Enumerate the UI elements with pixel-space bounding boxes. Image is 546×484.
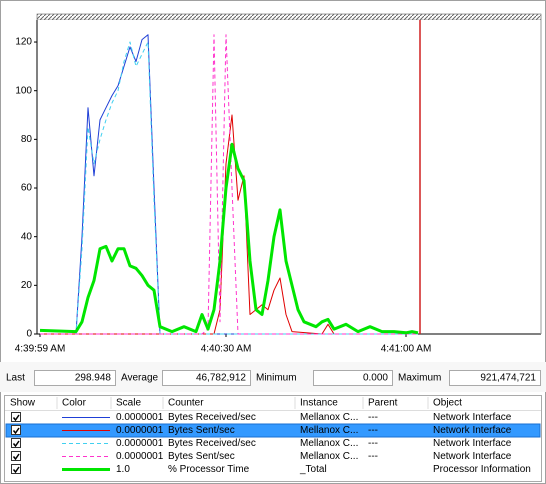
series-line <box>39 142 419 335</box>
object: Network Interface <box>433 451 512 462</box>
object: Network Interface <box>433 438 512 449</box>
column-header[interactable]: Counter <box>168 398 204 409</box>
check-mark <box>12 466 20 474</box>
show-checkbox[interactable] <box>11 464 21 474</box>
counter-table: Show Color Scale Counter Instance Parent Objec… <box>5 396 541 475</box>
column-header[interactable]: Instance <box>300 398 338 409</box>
instance: Mellanox C... <box>300 412 358 423</box>
instance: Mellanox C... <box>300 425 358 436</box>
stat-value: 0.000 <box>363 373 388 384</box>
y-tick-label: 20 <box>21 280 33 291</box>
series-line <box>40 41 418 335</box>
parent: --- <box>368 425 378 436</box>
scale: 0.0000001 <box>116 438 164 449</box>
counter: Bytes Received/sec <box>168 412 256 423</box>
y-tick-label: 0 <box>26 329 32 340</box>
column-header[interactable]: Color <box>62 398 87 409</box>
show-checkbox[interactable] <box>11 438 21 448</box>
stat-box <box>313 370 393 386</box>
instance: _Total <box>299 464 327 475</box>
y-tick-label: 120 <box>15 37 32 48</box>
counter: Bytes Sent/sec <box>168 425 235 436</box>
object: Network Interface <box>433 425 512 436</box>
stat-box <box>449 370 541 386</box>
table-header <box>5 396 541 410</box>
scale: 1.0 <box>116 464 130 475</box>
series-line <box>40 34 418 335</box>
show-checkbox[interactable] <box>11 412 21 422</box>
y-tick-label: 100 <box>15 85 32 96</box>
show-checkbox[interactable] <box>11 425 21 435</box>
parent: --- <box>368 412 378 423</box>
counter: Bytes Sent/sec <box>168 451 235 462</box>
object: Network Interface <box>433 412 512 423</box>
check-mark <box>12 427 20 435</box>
y-tick-label: 60 <box>21 183 33 194</box>
x-tick-label: 4:41:00 AM <box>381 344 432 355</box>
stat-label: Last <box>6 373 25 384</box>
check-mark <box>12 414 20 422</box>
column-header[interactable]: Parent <box>368 398 398 409</box>
column-header[interactable]: Show <box>10 398 36 409</box>
stat-label: Maximum <box>398 373 441 384</box>
y-tick-label: 80 <box>21 134 33 145</box>
column-header[interactable]: Scale <box>116 398 141 409</box>
time-band <box>36 13 542 21</box>
stat-value: 46,782,912 <box>196 373 246 384</box>
parent: --- <box>368 438 378 449</box>
scale: 0.0000001 <box>116 451 164 462</box>
x-tick-label: 4:39:59 AM <box>15 344 66 355</box>
stat-box <box>162 370 251 386</box>
plot-area <box>37 20 541 334</box>
stat-label: Average <box>121 373 159 384</box>
scale: 0.0000001 <box>116 412 164 423</box>
stat-label: Minimum <box>256 373 297 384</box>
x-tick-label: 4:40:30 AM <box>201 344 252 355</box>
show-checkbox[interactable] <box>11 451 21 461</box>
check-mark <box>12 453 20 461</box>
plot: 0 20 40 60 80 100 120 4:39:59 AM 4:40:30 AM 4:41:… <box>15 34 432 355</box>
stat-box <box>34 370 116 386</box>
stat-value: 921,474,721 <box>480 373 536 384</box>
scale: 0.0000001 <box>116 425 164 436</box>
counter: Bytes Received/sec <box>168 438 256 449</box>
y-tick-label: 40 <box>21 231 33 242</box>
object: Processor Information <box>433 464 531 475</box>
check-mark <box>12 440 20 448</box>
instance: Mellanox C... <box>300 451 358 462</box>
stat-value: 298.948 <box>75 373 112 384</box>
row-selection <box>5 423 541 438</box>
series-line <box>40 34 418 335</box>
counter: % Processor Time <box>168 464 250 475</box>
parent: --- <box>368 451 378 462</box>
column-header[interactable]: Object <box>433 398 462 409</box>
instance: Mellanox C... <box>300 438 358 449</box>
